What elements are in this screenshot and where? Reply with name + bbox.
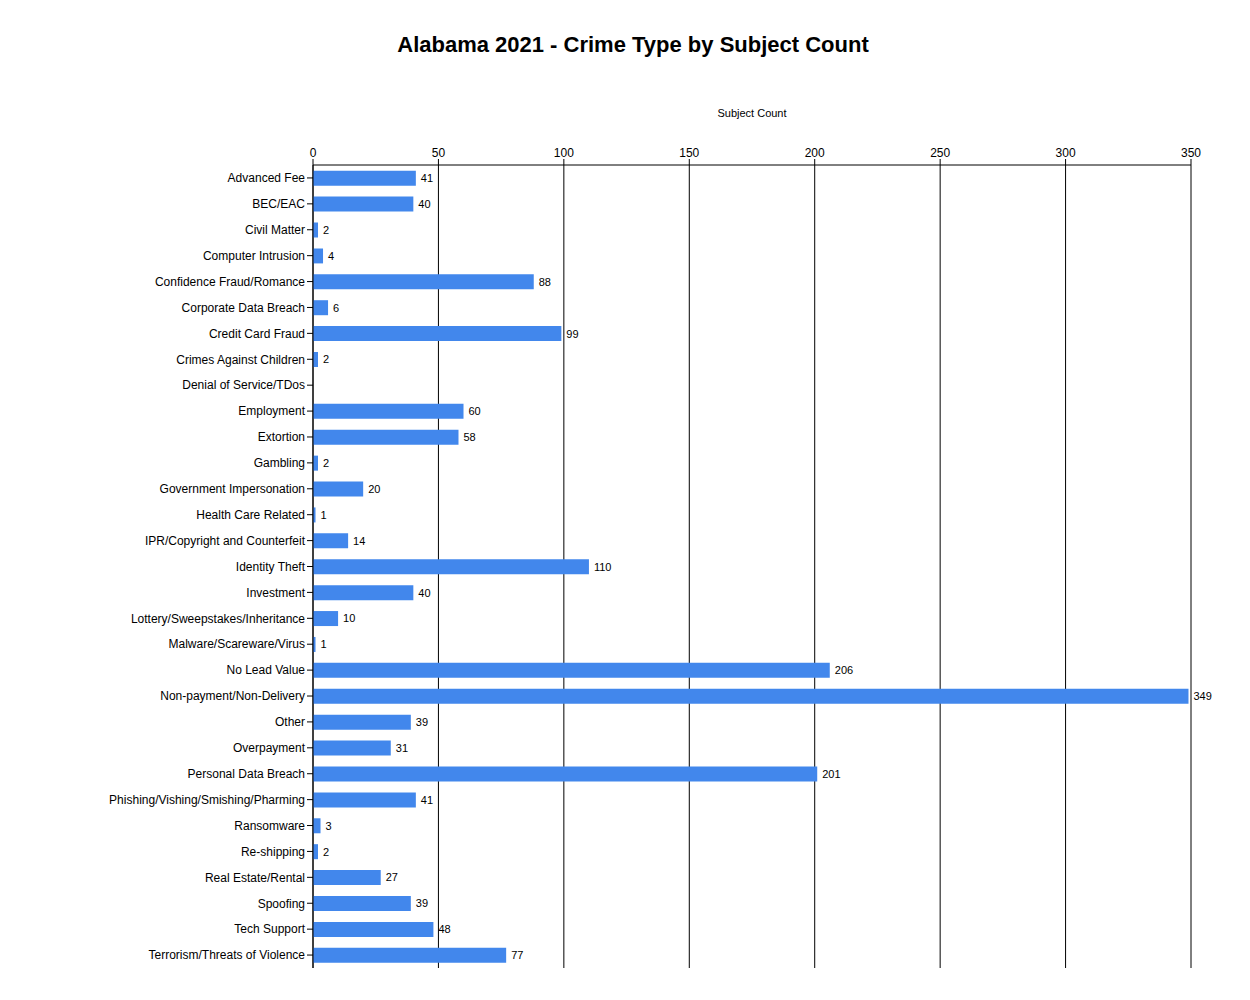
svg-text:Re-shipping: Re-shipping (241, 845, 305, 859)
svg-text:Crimes Against Children: Crimes Against Children (176, 353, 305, 367)
svg-text:No Lead Value: No Lead Value (226, 663, 305, 677)
svg-text:Ransomware: Ransomware (234, 819, 305, 833)
svg-text:IPR/Copyright and Counterfeit: IPR/Copyright and Counterfeit (145, 534, 306, 548)
svg-text:200: 200 (805, 146, 825, 160)
svg-text:BEC/EAC: BEC/EAC (252, 197, 305, 211)
svg-text:2: 2 (323, 224, 329, 236)
svg-text:48: 48 (438, 923, 450, 935)
svg-text:88: 88 (539, 276, 551, 288)
svg-text:Civil Matter: Civil Matter (245, 223, 305, 237)
svg-text:4: 4 (328, 250, 334, 262)
svg-text:58: 58 (463, 431, 475, 443)
svg-text:Non-payment/Non-Delivery: Non-payment/Non-Delivery (160, 689, 305, 703)
svg-text:Extortion: Extortion (258, 430, 305, 444)
svg-text:27: 27 (386, 871, 398, 883)
svg-text:Other: Other (275, 715, 305, 729)
svg-text:300: 300 (1056, 146, 1076, 160)
svg-text:Investment: Investment (246, 586, 305, 600)
svg-text:Spoofing: Spoofing (258, 897, 305, 911)
svg-text:Denial of Service/TDos: Denial of Service/TDos (182, 378, 305, 392)
svg-text:20: 20 (368, 483, 380, 495)
svg-text:31: 31 (396, 742, 408, 754)
svg-text:Computer Intrusion: Computer Intrusion (203, 249, 305, 263)
svg-text:Government Impersonation: Government Impersonation (160, 482, 305, 496)
html-text:Alabama 2021 - Crime Type by S: Alabama 2021 - Crime Type by Subject Cou… (397, 32, 869, 57)
svg-text:Gambling: Gambling (254, 456, 305, 470)
svg-text:2: 2 (323, 846, 329, 858)
svg-text:100: 100 (554, 146, 574, 160)
svg-text:40: 40 (418, 198, 430, 210)
svg-text:60: 60 (469, 405, 481, 417)
svg-text:39: 39 (416, 716, 428, 728)
svg-text:Malware/Scareware/Virus: Malware/Scareware/Virus (169, 637, 306, 651)
svg-text:Overpayment: Overpayment (233, 741, 306, 755)
svg-text:39: 39 (416, 897, 428, 909)
svg-text:250: 250 (930, 146, 950, 160)
svg-text:14: 14 (353, 535, 365, 547)
svg-text:Advanced Fee: Advanced Fee (228, 171, 306, 185)
svg-text:350: 350 (1181, 146, 1201, 160)
svg-text:40: 40 (418, 587, 430, 599)
svg-text:99: 99 (566, 328, 578, 340)
svg-text:Terrorism/Threats of Violence: Terrorism/Threats of Violence (148, 948, 305, 962)
svg-text:206: 206 (835, 664, 853, 676)
svg-text:Phishing/Vishing/Smishing/Phar: Phishing/Vishing/Smishing/Pharming (109, 793, 305, 807)
svg-text:Credit Card Fraud: Credit Card Fraud (209, 327, 305, 341)
svg-text:Lottery/Sweepstakes/Inheritanc: Lottery/Sweepstakes/Inheritance (131, 612, 305, 626)
svg-text:Tech Support: Tech Support (234, 922, 305, 936)
svg-text:3: 3 (326, 820, 332, 832)
svg-text:6: 6 (333, 302, 339, 314)
svg-text:0: 0 (310, 146, 317, 160)
svg-text:Real Estate/Rental: Real Estate/Rental (205, 871, 305, 885)
svg-text:41: 41 (421, 172, 433, 184)
svg-text:1: 1 (321, 509, 327, 521)
svg-text:Confidence Fraud/Romance: Confidence Fraud/Romance (155, 275, 305, 289)
svg-text:201: 201 (822, 768, 840, 780)
svg-text:Employment: Employment (238, 404, 305, 418)
svg-text:349: 349 (1193, 690, 1211, 702)
html-text:Subject Count: Subject Count (717, 107, 787, 119)
svg-text:110: 110 (594, 561, 612, 573)
svg-text:50: 50 (432, 146, 446, 160)
svg-text:41: 41 (421, 794, 433, 806)
svg-text:77: 77 (511, 949, 523, 961)
svg-text:Identity Theft: Identity Theft (236, 560, 306, 574)
svg-text:2: 2 (323, 353, 329, 365)
svg-text:150: 150 (679, 146, 699, 160)
svg-text:Corporate Data Breach: Corporate Data Breach (182, 301, 305, 315)
svg-text:2: 2 (323, 457, 329, 469)
svg-text:Personal Data Breach: Personal Data Breach (188, 767, 305, 781)
svg-text:10: 10 (343, 612, 355, 624)
svg-text:1: 1 (321, 638, 327, 650)
svg-text:Health Care Related: Health Care Related (196, 508, 305, 522)
